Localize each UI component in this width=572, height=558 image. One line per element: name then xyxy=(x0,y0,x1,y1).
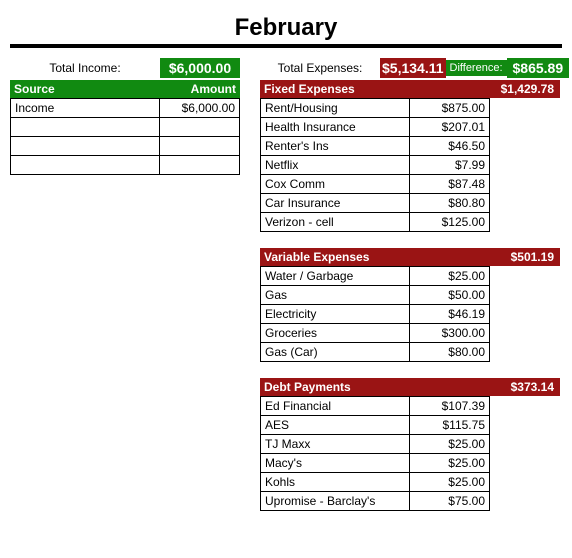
table-row xyxy=(11,118,240,137)
income-row-label xyxy=(11,137,160,156)
section-total: $1,429.78 xyxy=(490,80,560,98)
expense-row-amount: $300.00 xyxy=(410,324,490,343)
expense-row-amount: $25.00 xyxy=(410,473,490,492)
income-table-header: Source Amount xyxy=(10,80,240,98)
income-column: Total Income: $6,000.00 Source Amount In… xyxy=(10,58,240,175)
table-row: Ed Financial$107.39 xyxy=(261,397,490,416)
income-row-amount xyxy=(160,118,240,137)
expense-row-amount: $25.00 xyxy=(410,267,490,286)
section-title: Variable Expenses xyxy=(260,248,410,266)
expense-row-amount: $46.50 xyxy=(410,137,490,156)
table-row: Verizon - cell$125.00 xyxy=(261,213,490,232)
expense-row-label: AES xyxy=(261,416,410,435)
expense-row-label: Renter's Ins xyxy=(261,137,410,156)
expense-row-label: TJ Maxx xyxy=(261,435,410,454)
income-row-label: Income xyxy=(11,99,160,118)
section-title: Debt Payments xyxy=(260,378,410,396)
table-row: Macy's$25.00 xyxy=(261,454,490,473)
expense-row-amount: $80.80 xyxy=(410,194,490,213)
expense-row-label: Ed Financial xyxy=(261,397,410,416)
expense-row-amount: $75.00 xyxy=(410,492,490,511)
table-row: Netflix$7.99 xyxy=(261,156,490,175)
expense-row-label: Electricity xyxy=(261,305,410,324)
income-summary-label: Total Income: xyxy=(10,59,160,77)
table-row: Health Insurance$207.01 xyxy=(261,118,490,137)
expense-row-label: Cox Comm xyxy=(261,175,410,194)
income-summary: Total Income: $6,000.00 xyxy=(10,58,240,78)
table-row: Income$6,000.00 xyxy=(11,99,240,118)
expense-row-label: Upromise - Barclay's xyxy=(261,492,410,511)
income-row-label xyxy=(11,156,160,175)
expense-row-label: Netflix xyxy=(261,156,410,175)
expense-row-label: Groceries xyxy=(261,324,410,343)
expense-row-label: Macy's xyxy=(261,454,410,473)
expense-row-amount: $875.00 xyxy=(410,99,490,118)
table-row: Electricity$46.19 xyxy=(261,305,490,324)
section-title: Fixed Expenses xyxy=(260,80,410,98)
income-header-amount: Amount xyxy=(160,80,240,98)
table-row: AES$115.75 xyxy=(261,416,490,435)
expense-row-amount: $46.19 xyxy=(410,305,490,324)
table-row: Car Insurance$80.80 xyxy=(261,194,490,213)
expense-section: Fixed Expenses$1,429.78Rent/Housing$875.… xyxy=(260,80,560,232)
expense-section: Variable Expenses$501.19Water / Garbage$… xyxy=(260,248,560,362)
expenses-summary-label: Total Expenses: xyxy=(260,59,380,77)
income-header-source: Source xyxy=(10,80,160,98)
table-row: Gas$50.00 xyxy=(261,286,490,305)
title-divider xyxy=(10,44,562,48)
table-row: Gas (Car)$80.00 xyxy=(261,343,490,362)
expense-row-label: Water / Garbage xyxy=(261,267,410,286)
expense-row-amount: $107.39 xyxy=(410,397,490,416)
income-row-amount xyxy=(160,156,240,175)
section-total: $373.14 xyxy=(490,378,560,396)
table-row: Groceries$300.00 xyxy=(261,324,490,343)
expense-row-amount: $80.00 xyxy=(410,343,490,362)
table-row xyxy=(11,137,240,156)
expenses-summary-value: $5,134.11 xyxy=(380,58,446,78)
section-header: Debt Payments $373.14 xyxy=(260,378,560,396)
table-row: Water / Garbage$25.00 xyxy=(261,267,490,286)
expense-row-amount: $50.00 xyxy=(410,286,490,305)
expense-table: Rent/Housing$875.00Health Insurance$207.… xyxy=(260,98,490,232)
expenses-summary: Total Expenses: $5,134.11 Difference: $8… xyxy=(260,58,560,78)
section-header: Variable Expenses $501.19 xyxy=(260,248,560,266)
table-row: Renter's Ins$46.50 xyxy=(261,137,490,156)
expense-row-amount: $25.00 xyxy=(410,454,490,473)
income-row-amount: $6,000.00 xyxy=(160,99,240,118)
difference-value: $865.89 xyxy=(507,58,570,78)
expense-row-label: Verizon - cell xyxy=(261,213,410,232)
expense-row-amount: $207.01 xyxy=(410,118,490,137)
table-row: Cox Comm$87.48 xyxy=(261,175,490,194)
expense-row-amount: $87.48 xyxy=(410,175,490,194)
table-row: Kohls$25.00 xyxy=(261,473,490,492)
expense-row-label: Kohls xyxy=(261,473,410,492)
page-title: February xyxy=(10,14,562,42)
expense-table: Ed Financial$107.39AES$115.75TJ Maxx$25.… xyxy=(260,396,490,511)
expenses-column: Total Expenses: $5,134.11 Difference: $8… xyxy=(260,58,560,527)
difference-label: Difference: xyxy=(446,60,507,76)
income-row-label xyxy=(11,118,160,137)
expense-table: Water / Garbage$25.00Gas$50.00Electricit… xyxy=(260,266,490,362)
expense-sections: Fixed Expenses$1,429.78Rent/Housing$875.… xyxy=(260,80,560,511)
columns: Total Income: $6,000.00 Source Amount In… xyxy=(10,58,562,527)
table-row: Rent/Housing$875.00 xyxy=(261,99,490,118)
table-row xyxy=(11,156,240,175)
expense-row-amount: $115.75 xyxy=(410,416,490,435)
expense-row-label: Rent/Housing xyxy=(261,99,410,118)
expense-row-amount: $125.00 xyxy=(410,213,490,232)
section-header: Fixed Expenses $1,429.78 xyxy=(260,80,560,98)
expense-row-label: Car Insurance xyxy=(261,194,410,213)
expense-row-label: Gas (Car) xyxy=(261,343,410,362)
expense-row-label: Gas xyxy=(261,286,410,305)
income-summary-value: $6,000.00 xyxy=(160,58,240,78)
expense-section: Debt Payments$373.14Ed Financial$107.39A… xyxy=(260,378,560,511)
income-row-amount xyxy=(160,137,240,156)
expense-row-amount: $7.99 xyxy=(410,156,490,175)
expense-row-label: Health Insurance xyxy=(261,118,410,137)
income-table: Income$6,000.00 xyxy=(10,98,240,175)
table-row: TJ Maxx$25.00 xyxy=(261,435,490,454)
section-total: $501.19 xyxy=(490,248,560,266)
table-row: Upromise - Barclay's$75.00 xyxy=(261,492,490,511)
expense-row-amount: $25.00 xyxy=(410,435,490,454)
